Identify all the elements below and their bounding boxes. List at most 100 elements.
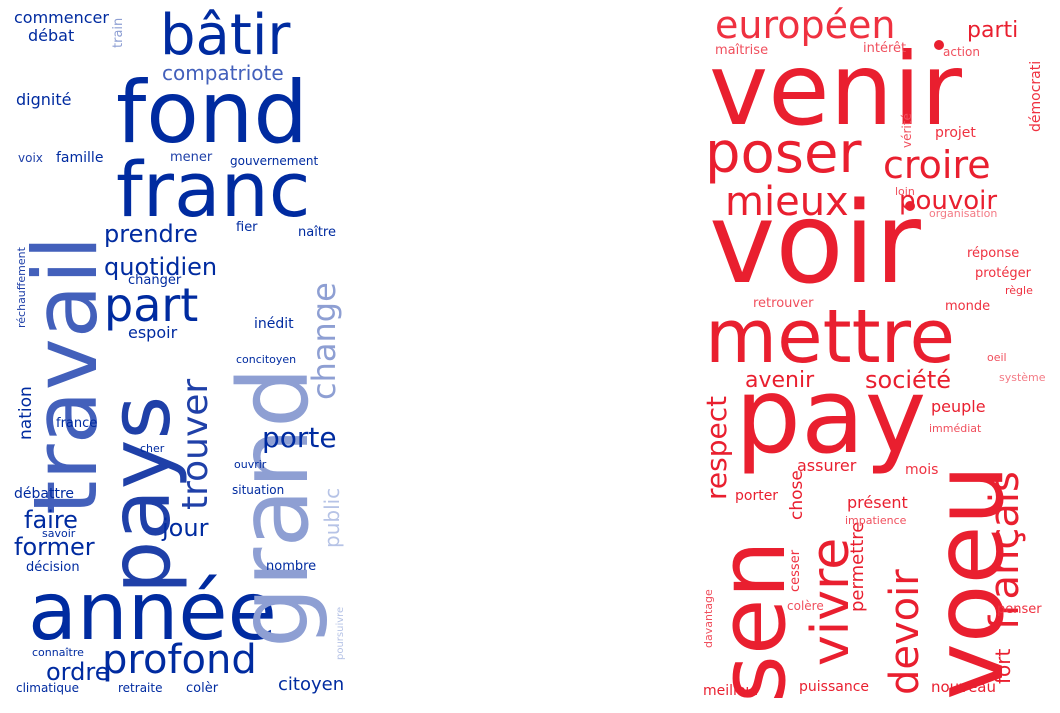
word: projet (935, 125, 976, 141)
word: voix (18, 151, 43, 165)
word: débattre (14, 486, 75, 502)
word: retrouver (753, 296, 814, 311)
word: avenir (745, 368, 815, 393)
word: débat (28, 26, 75, 45)
word: loin (895, 185, 915, 198)
word: voir (709, 179, 921, 309)
word: ouvrir (234, 458, 267, 471)
word: poser (705, 121, 862, 186)
dot-mark (905, 201, 915, 211)
word: quotidien (104, 253, 218, 281)
word: dignité (16, 90, 72, 109)
word: gouvernement (230, 154, 319, 168)
word: davantage (702, 589, 715, 648)
word-cloud-right: voir venir pay mettre sen voeu poser eur… (695, 0, 1060, 713)
word: savoir (42, 527, 76, 540)
word: bâtir (160, 3, 291, 68)
word: année (28, 565, 277, 658)
word: peuple (931, 397, 986, 416)
word: commencer (14, 8, 109, 27)
word: européen (715, 3, 896, 47)
word: devoir (882, 569, 928, 695)
word: respect (700, 395, 733, 500)
word: fond (116, 63, 308, 163)
word: venir (709, 31, 962, 148)
word: faire (24, 506, 78, 534)
word: parti (967, 18, 1019, 43)
word: vérité (900, 113, 914, 148)
word: action (943, 45, 980, 59)
word: décision (26, 560, 80, 575)
word: fort (991, 648, 1015, 684)
dot-mark (934, 40, 944, 50)
word: nouveau (931, 678, 996, 696)
word: porte (262, 421, 337, 454)
word: train (111, 17, 126, 48)
word: réponse (967, 246, 1020, 261)
word: oeil (987, 351, 1007, 364)
word: mieux (725, 179, 849, 225)
word: former (14, 533, 95, 561)
word: profond (102, 637, 257, 683)
word: protéger (975, 266, 1031, 281)
word: jour (162, 514, 209, 542)
word: chose (787, 470, 807, 520)
word: nation (16, 386, 36, 440)
word: réchauffement (15, 247, 28, 328)
word: situation (232, 483, 285, 497)
word: compatriote (162, 61, 284, 85)
word: climatique (16, 681, 79, 695)
word: pouvoir (899, 186, 998, 216)
word: impatience (845, 514, 907, 527)
word: famille (56, 150, 104, 166)
word: croire (883, 143, 991, 187)
word: meilleur (703, 683, 761, 699)
word: monde (945, 299, 991, 314)
word: démocrati (1028, 60, 1044, 132)
word: système (999, 371, 1046, 384)
word: fier (236, 220, 258, 235)
word: sen (699, 540, 806, 703)
word: maîtrise (715, 43, 769, 58)
word: inédit (254, 316, 294, 332)
word: public (320, 487, 344, 548)
word: retraite (118, 681, 163, 695)
word: assurer (797, 456, 857, 475)
word: poursuivre (335, 606, 346, 660)
word: puissance (799, 679, 869, 695)
word: changer (128, 273, 182, 288)
word: citoyen (278, 674, 345, 695)
word: pay (735, 355, 927, 477)
word: nombre (266, 559, 317, 574)
word: mois (905, 462, 939, 478)
word: cher (140, 442, 165, 455)
word: concitoyen (236, 353, 297, 366)
word: colèr (186, 681, 219, 696)
word: trouver (175, 378, 216, 510)
word: naître (298, 225, 336, 240)
word: permettre (847, 521, 868, 612)
word: mener (170, 150, 213, 165)
word: change (305, 282, 343, 400)
word: part (104, 278, 199, 332)
word-cloud-left: année fond franc grand pays travail bâti… (0, 0, 365, 713)
word: immédiat (929, 422, 982, 435)
word: espoir (128, 323, 178, 342)
word: travail (14, 235, 117, 515)
word: france (56, 416, 98, 431)
word: colère (787, 599, 824, 613)
word: porter (735, 488, 779, 504)
word: franc (116, 145, 311, 234)
word: mettre (705, 294, 955, 380)
word: cesser (788, 549, 803, 592)
word: présent (847, 493, 908, 512)
word: organisation (929, 207, 998, 220)
word: règle (1005, 284, 1033, 297)
word: penser (997, 602, 1042, 617)
word: grand (218, 366, 330, 648)
word: ordre (46, 658, 110, 686)
word: prendre (104, 220, 198, 248)
word: société (865, 366, 951, 394)
word: intérêt (863, 41, 907, 56)
word: connaître (32, 646, 84, 659)
